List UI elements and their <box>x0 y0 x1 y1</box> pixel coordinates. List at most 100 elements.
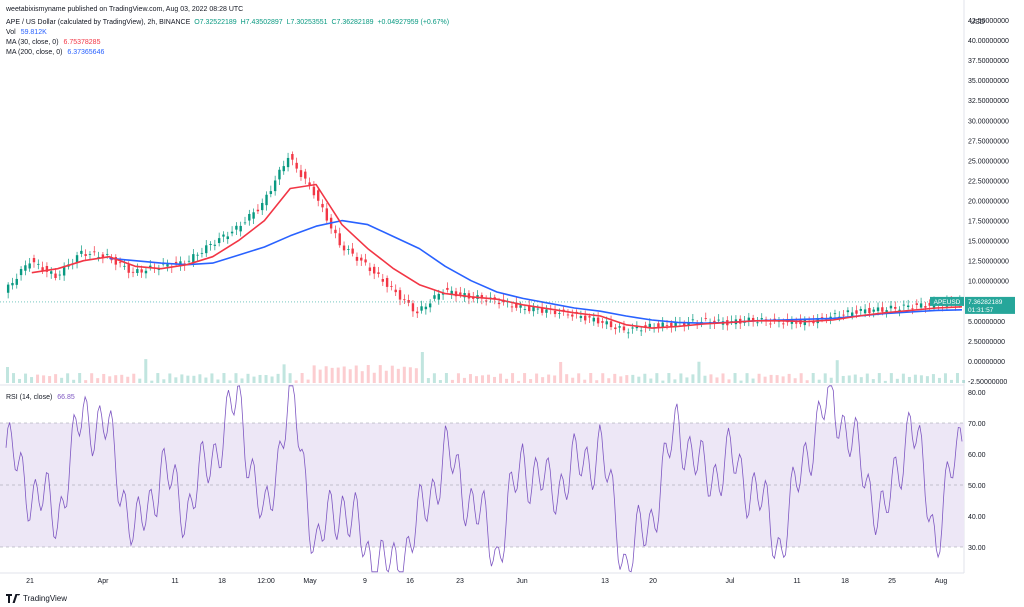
price-candle <box>291 154 294 160</box>
price-candle <box>222 234 225 237</box>
volume-bar <box>132 373 136 383</box>
price-candle <box>15 278 18 285</box>
ma200-label: MA (200, close, 0) <box>6 49 63 56</box>
price-candle <box>622 326 626 331</box>
volume-bar <box>931 374 935 383</box>
price-candle <box>385 277 389 287</box>
price-candle <box>885 310 888 313</box>
price-candle <box>510 306 514 308</box>
price-candle <box>411 303 415 312</box>
vol-value: 59.812K <box>20 29 47 36</box>
volume-bar <box>126 376 130 383</box>
vol-legend[interactable]: Vol 59.812K <box>6 28 47 37</box>
volume-bar <box>54 374 58 383</box>
price-candle <box>372 266 376 274</box>
volume-bar <box>865 373 869 383</box>
rsi-tick-label: 40.00 <box>968 514 986 521</box>
price-candle <box>683 322 686 326</box>
volume-bar <box>336 367 340 383</box>
time-tick-label: Aug <box>935 578 948 585</box>
volume-bar <box>384 370 388 383</box>
price-candle <box>704 318 707 319</box>
volume-bar <box>210 373 214 383</box>
price-candle <box>235 225 238 230</box>
volume-bar <box>366 365 370 383</box>
volume-bar <box>426 378 430 383</box>
price-candle <box>321 203 324 208</box>
volume-bar <box>925 376 929 383</box>
price-candle <box>919 303 923 308</box>
time-tick-label: Jul <box>726 578 735 585</box>
volume-bar <box>258 374 262 383</box>
price-candle <box>519 305 522 308</box>
price-candle <box>756 322 759 324</box>
price-candle <box>881 307 884 312</box>
price-candle <box>583 315 587 321</box>
price-candle <box>398 290 402 300</box>
vol-label: Vol <box>6 29 16 36</box>
volume-bar <box>949 379 953 383</box>
price-candle <box>592 317 596 322</box>
price-tick-label: 2.50000000 <box>968 339 1005 346</box>
volume-bar <box>727 379 731 383</box>
volume-bar <box>907 376 911 383</box>
volume-bar <box>541 377 545 383</box>
volume-bar <box>192 375 196 383</box>
volume-bar <box>625 375 629 383</box>
price-candle <box>515 302 518 308</box>
price-candle <box>523 309 527 310</box>
price-candle <box>872 309 875 312</box>
price-candle <box>304 171 307 179</box>
price-candle <box>769 323 772 325</box>
rsi-tick-label: 70.00 <box>968 421 986 428</box>
volume-bar <box>102 373 106 383</box>
volume-bar <box>889 373 893 383</box>
ma200-line <box>109 219 963 325</box>
price-candle <box>644 325 647 328</box>
price-candle <box>648 323 651 328</box>
volume-bar <box>108 376 112 383</box>
rsi-legend[interactable]: RSI (14, close) 66.85 <box>6 393 75 402</box>
volume-bar <box>162 379 166 383</box>
price-candle <box>898 309 901 311</box>
price-candle <box>317 190 320 201</box>
symbol-legend[interactable]: APE / US Dollar (calculated by TradingVi… <box>6 18 449 27</box>
price-candle <box>833 313 837 315</box>
time-tick-label: 9 <box>363 578 367 585</box>
price-candle <box>850 312 854 316</box>
price-candle <box>252 212 255 219</box>
price-candle <box>717 319 720 321</box>
price-candle <box>286 157 290 168</box>
volume-bar <box>721 373 725 383</box>
tradingview-logo[interactable]: TradingView <box>6 594 67 603</box>
volume-bar <box>823 373 827 383</box>
price-candle <box>480 295 484 299</box>
price-candle <box>50 271 53 274</box>
price-candle <box>248 213 251 221</box>
volume-bar <box>12 373 16 383</box>
price-candle <box>312 186 316 196</box>
publisher-text: weetabixismyname published on TradingVie… <box>6 6 244 13</box>
price-candle <box>93 251 96 253</box>
time-tick-label: 13 <box>601 578 609 585</box>
volume-bar <box>649 378 653 383</box>
price-candle <box>472 297 475 299</box>
price-candle <box>351 248 354 254</box>
price-candle <box>149 265 152 269</box>
price-candle <box>842 314 845 316</box>
price-candle <box>627 332 630 334</box>
price-candle <box>230 231 234 234</box>
price-candle <box>450 290 453 295</box>
ma30-legend[interactable]: MA (30, close, 0) 6.75378285 <box>6 38 100 47</box>
volume-bar <box>493 376 497 383</box>
volume-bar <box>745 373 749 383</box>
price-candle <box>902 304 906 306</box>
volume-bar <box>288 373 292 383</box>
volume-bar <box>715 377 719 383</box>
volume-bar <box>420 352 424 383</box>
price-candle <box>571 314 574 317</box>
volume-bar <box>487 374 491 383</box>
ma200-legend[interactable]: MA (200, close, 0) 6.37365646 <box>6 48 104 57</box>
volume-bar <box>962 380 965 383</box>
